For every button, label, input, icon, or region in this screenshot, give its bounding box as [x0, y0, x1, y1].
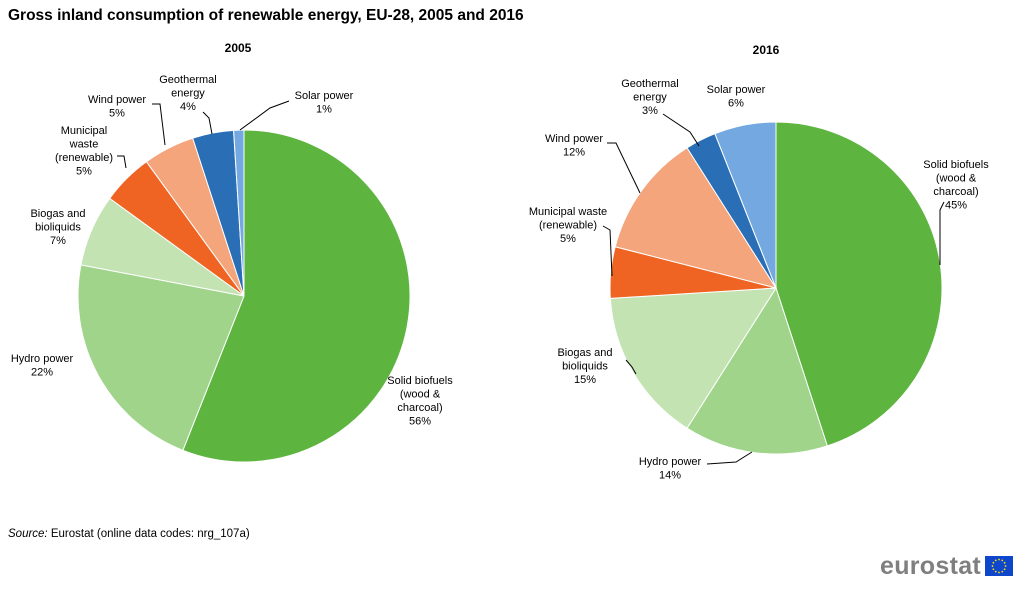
pie-slice-hydro-power-2005: [77, 264, 245, 451]
pie-chart-2005: 2005 Solid biofuels (wood & charcoal) 56% Hyd…: [11, 41, 453, 463]
leader-line-biogas-and-bioliquids-2016: [625, 359, 637, 375]
eu-flag-star: [992, 568, 995, 571]
eu-flag-star: [998, 571, 1000, 574]
leader-line-municipal-waste-renewable-2016: [602, 225, 613, 277]
pie-slice-biogas-and-bioliquids-2016: [609, 287, 777, 429]
source-prefix: Source:: [8, 528, 48, 540]
pie-slice-wind-power-2016: [614, 147, 778, 289]
leader-line-wind-power-2005: [152, 103, 166, 146]
pie-slice-hydro-power-2016: [686, 286, 828, 455]
pie-title-2016: 2016: [753, 43, 780, 57]
leader-line-wind-power-2016: [607, 142, 641, 194]
eu-flag-star: [991, 565, 994, 567]
data-label-wind-power-2016: Wind power 12%: [545, 133, 603, 159]
pie-slice-solid-biofuels-wood-charcoal-2005: [182, 129, 411, 463]
leader-line-geothermal-energy-2016: [662, 113, 700, 147]
data-label-solar-power-2016: Solar power 6%: [707, 84, 766, 110]
pie-slice-solar-power-2005: [233, 129, 245, 297]
eu-flag-star: [994, 559, 997, 562]
eurostat-logo-text: eurostat: [880, 552, 982, 580]
data-label-biogas-and-bioliquids-2005: Biogas and bioliquids 7%: [30, 208, 85, 247]
eu-flag-star: [1001, 559, 1004, 562]
eu-flag-star: [1004, 565, 1007, 567]
data-label-hydro-power-2016: Hydro power 14%: [639, 456, 702, 482]
leader-line-municipal-waste-renewable-2005: [117, 155, 127, 169]
eu-flag-star: [1003, 568, 1006, 571]
source-note: Source: Eurostat (online data codes: nrg…: [8, 528, 250, 540]
data-label-wind-power-2005: Wind power 5%: [88, 94, 146, 120]
data-label-biogas-and-bioliquids-2016: Biogas and bioliquids 15%: [557, 347, 612, 386]
data-label-municipal-waste-renewable-2016: Municipal waste (renewable) 5%: [529, 206, 607, 245]
pie-slice-solar-power-2016: [714, 121, 777, 289]
data-label-solid-biofuels-wood-charcoal-2016: Solid biofuels (wood & charcoal) 45%: [923, 159, 989, 212]
chart-title: Gross inland consumption of renewable en…: [8, 7, 524, 24]
leader-line-hydro-power-2016: [706, 451, 753, 465]
eu-flag-star: [998, 558, 1000, 561]
source-text: Eurostat (online data codes: nrg_107a): [50, 528, 250, 540]
data-label-hydro-power-2005: Hydro power 22%: [11, 353, 74, 379]
pie-chart-2016: 2016 Solid biofuels (wood & charcoal) 45% Hyd…: [529, 43, 989, 482]
eu-flag-star: [992, 561, 995, 564]
data-label-geothermal-energy-2005: Geothermal energy 4%: [159, 74, 216, 113]
data-label-solid-biofuels-wood-charcoal-2005: Solid biofuels (wood & charcoal) 56%: [387, 375, 453, 428]
leader-line-solid-biofuels-wood-charcoal-2016: [939, 201, 945, 265]
eu-flag-star: [1003, 561, 1006, 564]
data-label-municipal-waste-renewable-2005: Municipal waste (renewable) 5%: [55, 125, 113, 178]
pie-title-2005: 2005: [225, 41, 252, 55]
eurostat-logo: eurostat: [880, 552, 1014, 580]
eu-flag-star: [1001, 570, 1004, 573]
leader-line-geothermal-energy-2005: [202, 111, 213, 135]
eu-flag-icon: [985, 556, 1014, 576]
leader-line-solar-power-2005: [239, 100, 290, 131]
eu-flag-star: [994, 570, 997, 573]
data-label-geothermal-energy-2016: Geothermal energy 3%: [621, 78, 678, 117]
data-label-solar-power-2005: Solar power 1%: [295, 90, 354, 116]
